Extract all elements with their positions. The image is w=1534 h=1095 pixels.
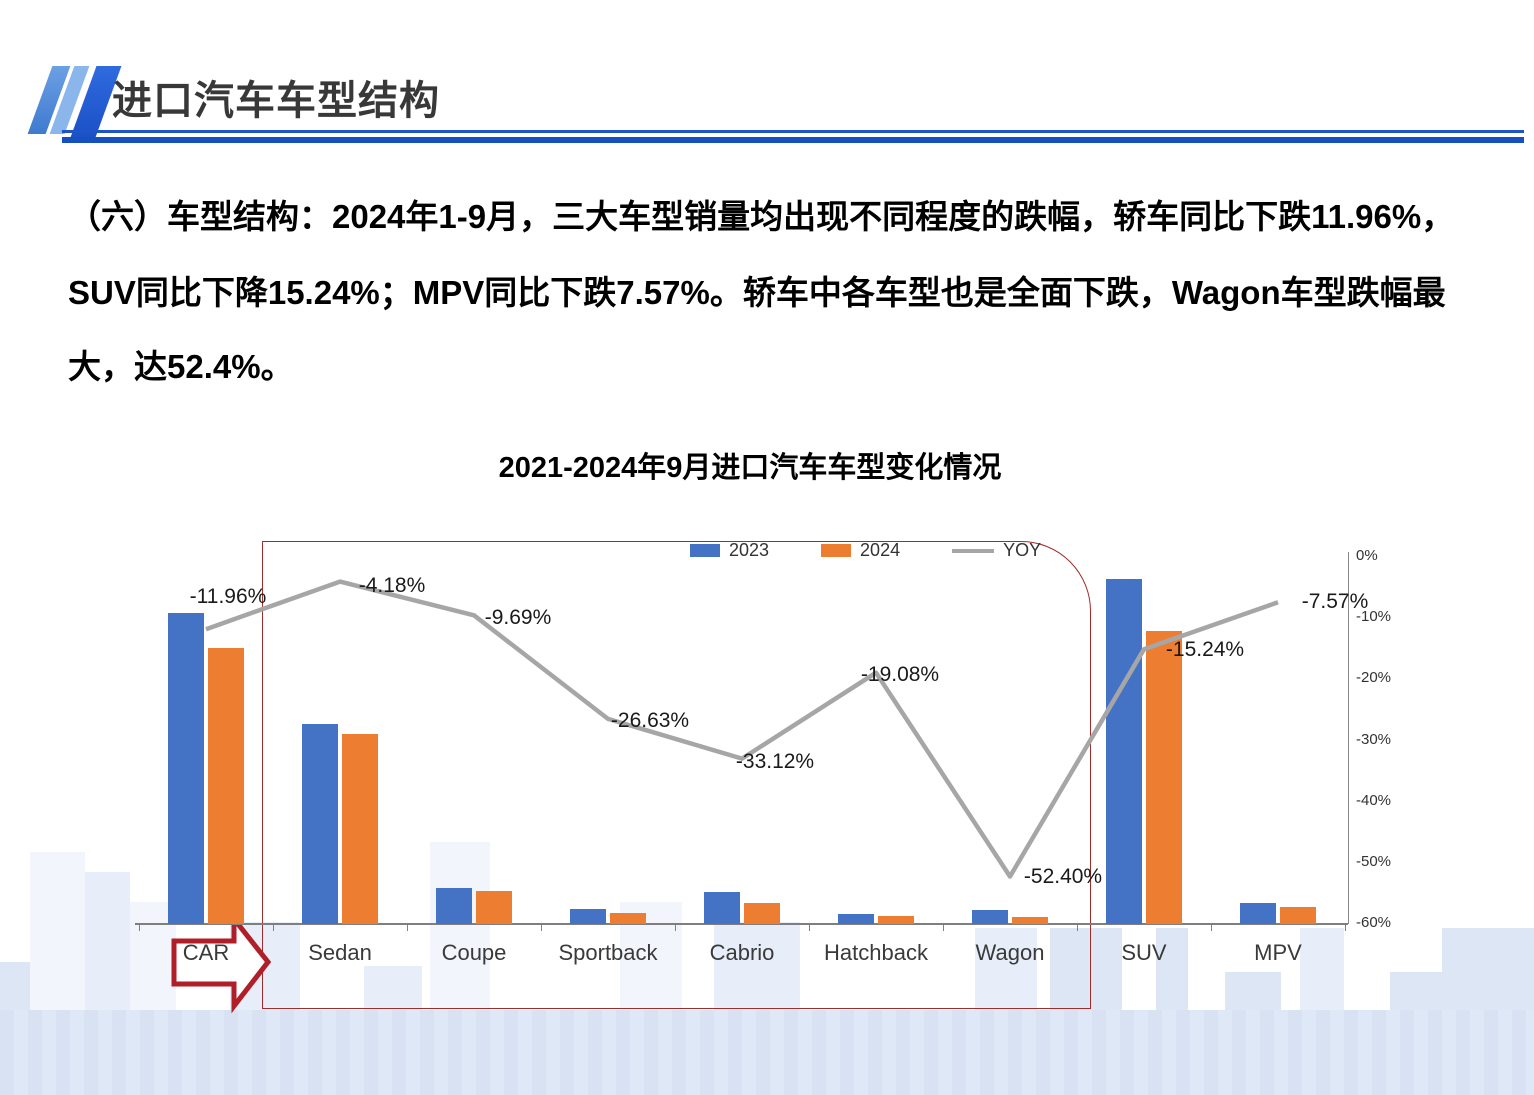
category-label-wagon: Wagon	[975, 940, 1045, 965]
bar-2023-Sedan	[302, 724, 338, 924]
category-label-sedan: Sedan	[308, 940, 372, 965]
legend-label: 2023	[729, 540, 770, 560]
bar-2023-Cabrio	[704, 892, 740, 924]
header-rule	[62, 130, 1524, 133]
body-text-line: （六）车型结构：2024年1-9月，三大车型销量均出现不同程度的跌幅，轿车同比下…	[68, 198, 1455, 235]
x-axis-tick	[139, 924, 140, 931]
legend-line-yoy	[952, 548, 995, 553]
x-axis-tick	[1077, 924, 1078, 931]
right-axis-tick-label: -50%	[1356, 852, 1392, 870]
bar-2023-Hatchback	[838, 914, 874, 924]
x-axis-tick	[943, 924, 944, 931]
category-label-car: CAR	[182, 940, 230, 965]
yoy-data-label: -52.40%	[1023, 864, 1103, 888]
yoy-data-label: -33.12%	[735, 749, 815, 773]
legend-swatch-2023	[690, 544, 720, 557]
x-axis-tick	[1345, 924, 1346, 931]
legend-label: YOY	[1003, 540, 1042, 560]
right-axis-tick-label: -10%	[1356, 608, 1392, 626]
page-title: 进口汽车车型结构	[112, 79, 440, 123]
yoy-data-label: -9.69%	[484, 606, 552, 630]
category-label-cabrio: Cabrio	[709, 940, 775, 965]
legend-swatch-2024	[821, 544, 852, 557]
bar-2024-Sportback	[610, 913, 646, 924]
x-axis-tick	[273, 924, 274, 931]
x-axis-tick	[541, 924, 542, 931]
bar-2023-MPV	[1240, 903, 1276, 924]
yoy-data-label: -4.18%	[358, 573, 426, 597]
legend-item-yoy: YOY	[952, 540, 1041, 561]
bar-2024-Coupe	[476, 891, 512, 924]
bar-2024-Sedan	[342, 734, 378, 924]
bar-2024-MPV	[1280, 907, 1316, 924]
bar-2024-Wagon	[1012, 917, 1048, 924]
yoy-data-label: -15.24%	[1165, 638, 1245, 662]
body-text-line: 大，达52.4%。	[68, 348, 294, 385]
legend-item-2024: 2024	[821, 540, 900, 561]
category-label-sportback: Sportback	[558, 940, 658, 965]
right-axis-tick-label: -60%	[1356, 914, 1392, 931]
category-label-mpv: MPV	[1254, 940, 1302, 965]
skyline-band	[0, 1010, 1534, 1095]
chart-legend: 2023 2024 YOY	[690, 540, 1041, 561]
category-label-suv: SUV	[1121, 940, 1167, 965]
bar-2023-CAR	[168, 613, 204, 924]
yoy-data-label: -11.96%	[189, 585, 267, 609]
category-label-coupe: Coupe	[441, 940, 507, 965]
header-rule	[62, 137, 1524, 143]
right-axis-tick-label: 0%	[1356, 547, 1378, 564]
category-label-hatchback: Hatchback	[824, 940, 928, 965]
bar-2024-SUV	[1146, 631, 1182, 924]
yoy-data-label: -26.63%	[610, 708, 690, 732]
bar-2023-Sportback	[570, 909, 606, 924]
right-axis-tick-label: -20%	[1356, 669, 1392, 687]
x-axis-tick	[407, 924, 408, 931]
x-axis-tick	[1211, 924, 1212, 931]
yoy-data-label: -7.57%	[1301, 590, 1369, 614]
x-axis	[135, 923, 1348, 925]
bar-2024-Hatchback	[878, 916, 914, 924]
x-axis-tick	[809, 924, 810, 931]
right-axis	[1348, 552, 1349, 924]
bar-2023-Wagon	[972, 910, 1008, 924]
bar-2024-CAR	[208, 648, 244, 924]
yoy-data-label: -19.08%	[860, 662, 940, 686]
chart-title: 2021-2024年9月进口汽车车型变化情况	[498, 452, 1002, 484]
body-text-line: SUV同比下降15.24%；MPV同比下跌7.57%。轿车中各车型也是全面下跌，…	[68, 274, 1446, 311]
x-axis-tick	[675, 924, 676, 931]
right-axis-tick-label: -30%	[1356, 730, 1392, 748]
bar-2024-Cabrio	[744, 903, 780, 924]
bar-2023-SUV	[1106, 579, 1142, 924]
bar-2023-Coupe	[436, 888, 472, 924]
legend-label: 2024	[860, 540, 901, 560]
sedan-wagon-highlight-box	[262, 541, 1091, 1009]
right-axis-tick-label: -40%	[1356, 791, 1392, 809]
legend-item-2023: 2023	[690, 540, 769, 561]
